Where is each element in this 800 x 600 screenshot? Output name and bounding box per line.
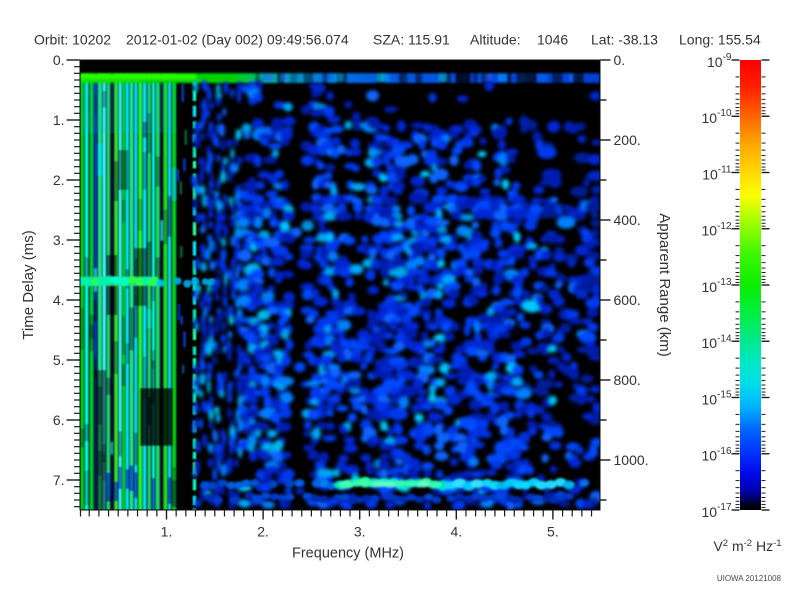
svg-text:7.: 7. (53, 472, 65, 488)
svg-text:SZA: 115.91: SZA: 115.91 (373, 32, 450, 48)
svg-text:200.: 200. (614, 132, 641, 148)
svg-text:1.: 1. (161, 524, 173, 540)
svg-text:Long: 155.54: Long: 155.54 (679, 32, 761, 48)
svg-text:V2 m-2 Hz-1: V2 m-2 Hz-1 (713, 538, 781, 554)
svg-text:1046: 1046 (537, 32, 568, 48)
svg-text:Frequency (MHz): Frequency (MHz) (292, 546, 404, 562)
svg-text:2012-01-02 (Day 002) 09:49:56.: 2012-01-02 (Day 002) 09:49:56.074 (126, 32, 349, 48)
svg-text:3.: 3. (354, 524, 366, 540)
svg-text:2.: 2. (257, 524, 269, 540)
svg-text:400.: 400. (614, 212, 641, 228)
svg-text:0.: 0. (53, 52, 65, 68)
svg-text:2.: 2. (53, 172, 65, 188)
svg-text:5.: 5. (547, 524, 559, 540)
svg-text:5.: 5. (53, 352, 65, 368)
svg-text:1000.: 1000. (614, 452, 649, 468)
svg-text:Time Delay (ms): Time Delay (ms) (20, 230, 37, 339)
svg-text:Lat: -38.13: Lat: -38.13 (591, 32, 658, 48)
svg-text:800.: 800. (614, 372, 641, 388)
svg-text:600.: 600. (614, 292, 641, 308)
svg-text:1.: 1. (53, 112, 65, 128)
svg-text:Apparent Range (km): Apparent Range (km) (656, 213, 673, 356)
svg-text:0.: 0. (614, 52, 626, 68)
svg-text:UIOWA 20121008: UIOWA 20121008 (717, 574, 782, 583)
svg-text:6.: 6. (53, 412, 65, 428)
svg-text:Orbit: 10202: Orbit: 10202 (34, 32, 111, 48)
svg-text:4.: 4. (450, 524, 462, 540)
svg-text:4.: 4. (53, 292, 65, 308)
svg-text:3.: 3. (53, 232, 65, 248)
svg-text:Altitude:: Altitude: (470, 32, 521, 48)
